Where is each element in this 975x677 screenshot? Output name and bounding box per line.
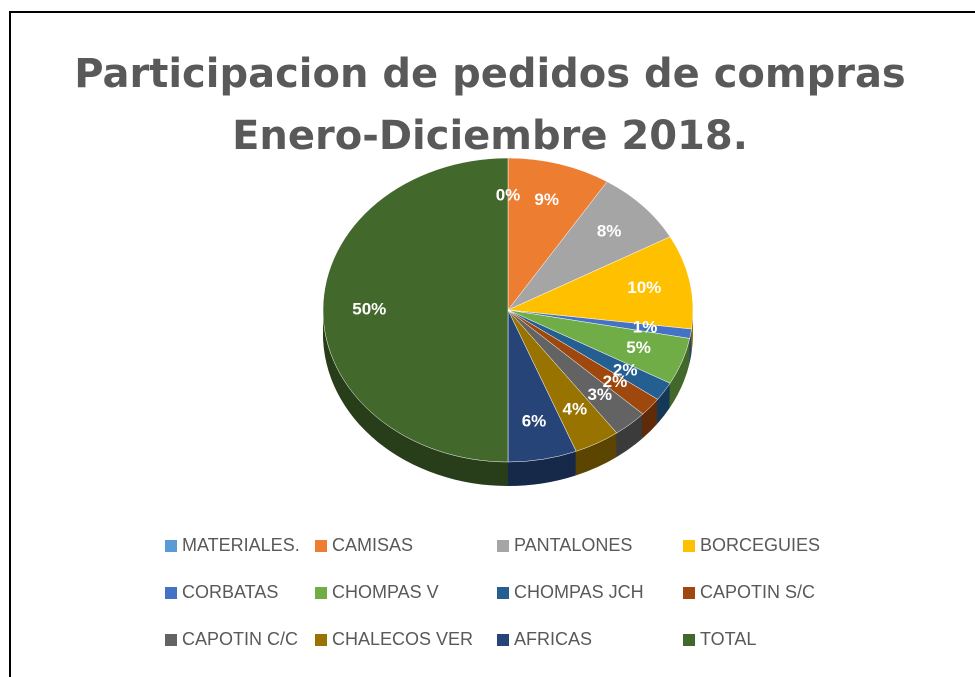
data-label: 5% — [626, 338, 651, 357]
legend-label: PANTALONES — [514, 535, 632, 555]
legend-swatch — [165, 587, 177, 599]
legend-label: CHOMPAS JCH — [514, 582, 644, 602]
legend-swatch — [315, 587, 327, 599]
legend-label: TOTAL — [700, 629, 756, 649]
legend-swatch — [315, 634, 327, 646]
data-label: 10% — [627, 278, 661, 297]
legend-swatch — [683, 540, 695, 552]
data-label: 8% — [597, 221, 622, 240]
legend-swatch — [683, 587, 695, 599]
data-label: 9% — [534, 190, 559, 209]
data-label: 3% — [587, 385, 612, 404]
legend-label: CORBATAS — [182, 582, 278, 602]
legend-label: MATERIALES. — [182, 535, 300, 555]
legend-label: CHOMPAS V — [332, 582, 439, 602]
data-label: 1% — [633, 317, 658, 336]
legend-label: CAPOTIN C/C — [182, 629, 298, 649]
chart-title: Enero-Diciembre 2018. — [232, 113, 748, 159]
legend-label: CAMISAS — [332, 535, 413, 555]
data-label: 0% — [496, 185, 521, 204]
legend-label: CHALECOS VER — [332, 629, 473, 649]
data-label: 2% — [603, 372, 628, 391]
legend-swatch — [315, 540, 327, 552]
legend-label: CAPOTIN S/C — [700, 582, 815, 602]
data-label: 4% — [563, 399, 588, 418]
slice — [322, 157, 509, 463]
legend-swatch — [497, 634, 509, 646]
legend-label: AFRICAS — [514, 629, 592, 649]
chart-title: Participacion de pedidos de compras — [74, 51, 906, 97]
slice — [507, 236, 694, 330]
data-label: 2% — [613, 361, 638, 380]
data-label: 50% — [352, 299, 386, 318]
legend-swatch — [683, 634, 695, 646]
slice — [507, 181, 671, 311]
slice — [507, 157, 608, 311]
legend-swatch — [497, 540, 509, 552]
legend-label: BORCEGUIES — [700, 535, 820, 555]
legend-swatch — [165, 634, 177, 646]
legend-swatch — [165, 540, 177, 552]
data-label: 6% — [522, 411, 547, 430]
legend-swatch — [497, 587, 509, 599]
